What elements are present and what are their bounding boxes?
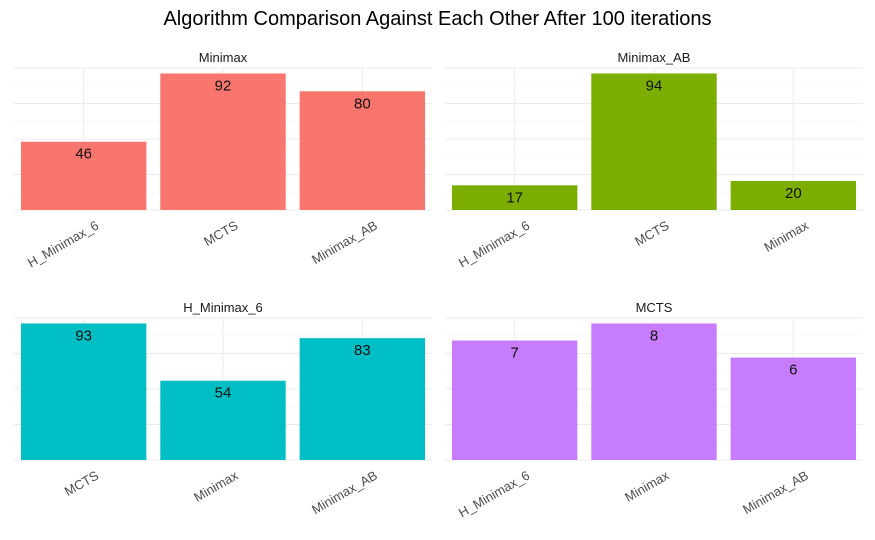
bar — [299, 338, 426, 460]
bar — [20, 141, 147, 210]
x-tick-label: H_Minimax_6 — [25, 218, 101, 271]
bar-value-label: 20 — [785, 185, 802, 202]
panel-title: Minimax_AB — [618, 50, 691, 65]
panel-2: Minimax_AB 17 H_Minimax_6 94 MCTS 20 Minimax — [445, 50, 863, 270]
bar — [20, 323, 147, 460]
x-tick-label: H_Minimax_6 — [456, 468, 532, 521]
chart-title: Algorithm Comparison Against Each Other … — [163, 8, 712, 30]
bar-value-label: 93 — [75, 327, 92, 344]
x-tick-label: Minimax_AB — [309, 218, 380, 267]
panel-title: H_Minimax_6 — [183, 300, 262, 315]
bar-value-label: 6 — [789, 362, 797, 379]
bar-value-label: 80 — [354, 95, 371, 112]
panel-3: H_Minimax_6 93 MCTS 54 Minimax 83 Minimax_AB — [14, 300, 432, 517]
bar-value-label: 92 — [215, 77, 232, 94]
bar-value-label: 7 — [510, 345, 518, 362]
bar-value-label: 46 — [75, 146, 92, 163]
bar-value-label: 8 — [650, 327, 658, 344]
x-tick-label: Minimax_AB — [740, 468, 811, 517]
x-tick-label: MCTS — [201, 217, 241, 249]
bar — [160, 73, 286, 210]
panel-title: Minimax — [199, 50, 248, 65]
bar — [299, 91, 426, 210]
bar — [451, 340, 578, 460]
x-tick-label: MCTS — [632, 217, 672, 249]
bar-value-label: 54 — [215, 385, 232, 402]
bar — [451, 185, 578, 210]
x-tick-label: Minimax — [761, 217, 811, 254]
bar — [730, 357, 857, 460]
bar — [591, 323, 717, 460]
x-tick-label: H_Minimax_6 — [456, 218, 532, 271]
panel-1: Minimax 46 H_Minimax_6 92 MCTS 80 Minimax_AB — [14, 50, 432, 270]
bar — [730, 180, 857, 210]
bar-value-label: 94 — [646, 77, 663, 94]
panel-4: MCTS 7 H_Minimax_6 8 Minimax 6 Minimax_AB — [445, 300, 863, 520]
x-tick-label: Minimax_AB — [309, 468, 380, 517]
bar-value-label: 17 — [506, 189, 523, 206]
bar — [591, 73, 717, 210]
bar — [160, 380, 286, 460]
panel-title: MCTS — [636, 300, 673, 315]
x-tick-label: MCTS — [62, 467, 102, 499]
bar-value-label: 83 — [354, 342, 371, 359]
x-tick-label: Minimax — [191, 467, 241, 504]
x-tick-label: Minimax — [622, 467, 672, 504]
